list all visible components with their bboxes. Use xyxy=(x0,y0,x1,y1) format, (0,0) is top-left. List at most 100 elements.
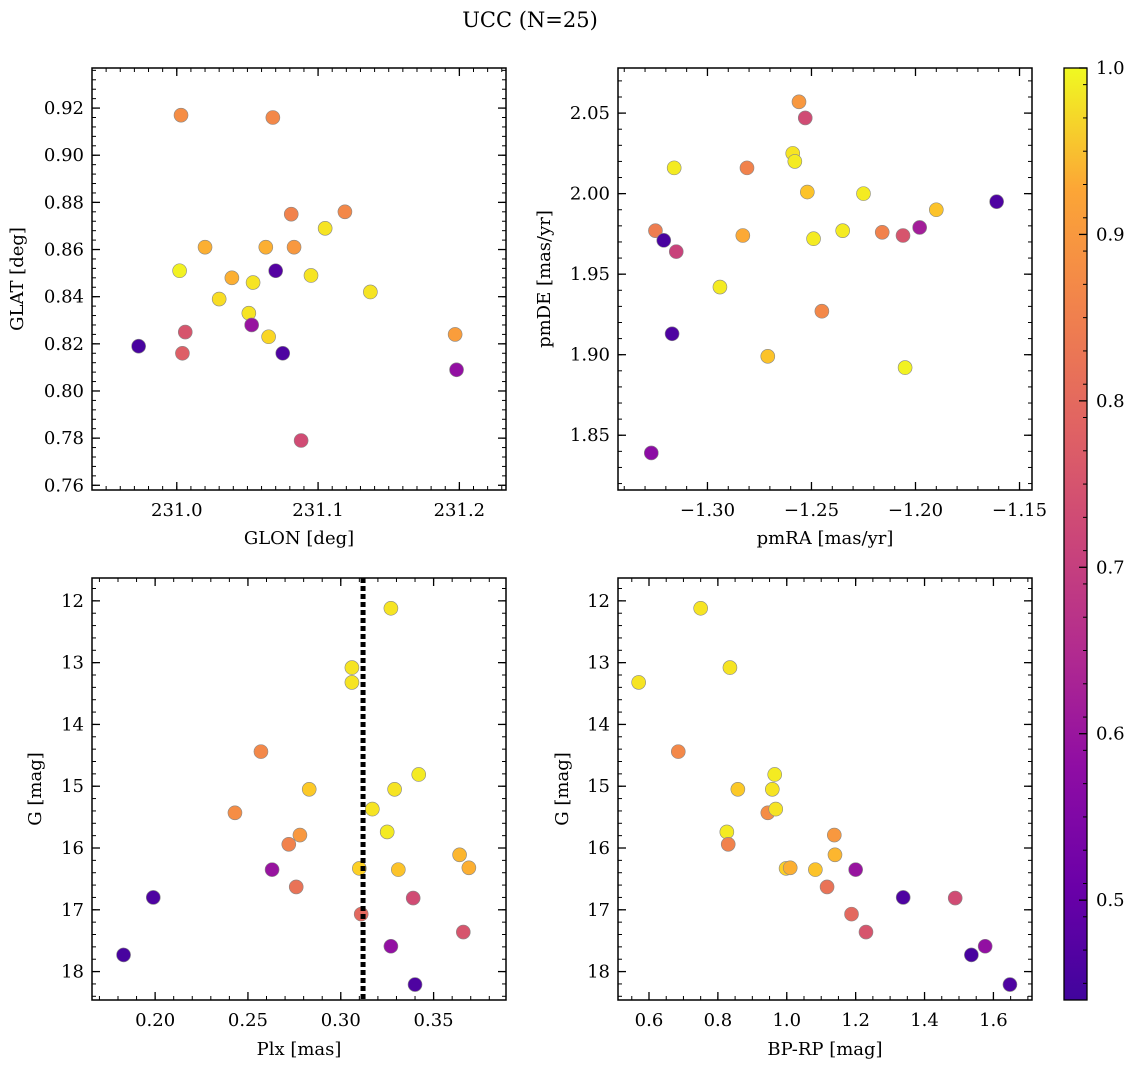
axes-frame-glon-glat xyxy=(91,67,507,491)
data-point xyxy=(344,660,360,675)
data-point xyxy=(800,184,815,200)
y-tick-label: 17 xyxy=(61,900,84,921)
y-tick-label: 18 xyxy=(61,962,84,983)
data-point xyxy=(261,329,276,345)
data-point xyxy=(643,445,659,461)
data-point xyxy=(197,239,213,255)
y-tick-label: 0.78 xyxy=(44,428,84,449)
data-point xyxy=(391,862,406,877)
data-point xyxy=(808,862,823,877)
y-tick-label: 0.92 xyxy=(44,98,84,119)
data-point xyxy=(895,890,911,905)
data-point xyxy=(806,231,821,247)
x-tick-label: 0.6 xyxy=(635,1010,664,1031)
colorbar: 0.5 0.6 0.7 0.8 0.9 1.0 xyxy=(1063,58,1125,1001)
colorbar-tick-label: 0.7 xyxy=(1096,557,1125,578)
x-axis-label-pmra: pmRA [mas/yr] xyxy=(757,528,894,549)
x-tick-label: 1.0 xyxy=(772,1010,801,1031)
data-point xyxy=(301,782,317,797)
data-point xyxy=(827,847,843,863)
data-point xyxy=(281,836,297,852)
data-point xyxy=(664,326,680,342)
data-point xyxy=(814,303,830,319)
data-point xyxy=(648,223,663,238)
data-point xyxy=(175,345,190,361)
panel-bprp-g: 0.6 0.8 1.0 1.2 1.4 1.6 12 13 14 15 16 17 18 BP-RP [… xyxy=(552,577,1033,1060)
ticks-bprp-g: 0.6 0.8 1.0 1.2 1.4 1.6 12 13 14 15 16 17 18 xyxy=(587,578,1032,1031)
y-tick-label: 0.76 xyxy=(44,475,84,496)
points-bprp-g xyxy=(631,600,1018,992)
data-point xyxy=(365,801,380,817)
x-tick-label: 0.8 xyxy=(704,1010,733,1031)
colorbar-ticks: 0.5 0.6 0.7 0.8 0.9 1.0 xyxy=(1079,58,1125,984)
data-point xyxy=(791,94,807,110)
y-axis-label-g-mag-left: G [mag] xyxy=(25,752,46,825)
data-point xyxy=(173,107,189,123)
y-tick-label: 0.80 xyxy=(44,381,84,402)
y-tick-label: 0.82 xyxy=(44,334,84,355)
data-point xyxy=(461,860,477,876)
data-point xyxy=(666,160,682,176)
data-point xyxy=(977,938,993,954)
points-plx-g xyxy=(116,600,477,992)
data-point xyxy=(670,744,686,759)
data-point xyxy=(244,317,259,333)
x-tick-label: −1.15 xyxy=(992,500,1047,521)
points-pmra-pmde xyxy=(643,94,1004,461)
data-point xyxy=(782,860,798,876)
colorbar-tick-label: 0.5 xyxy=(1096,890,1125,911)
data-point xyxy=(288,879,304,895)
data-point xyxy=(131,338,146,354)
panel-plx-g: 0.20 0.25 0.30 0.35 12 13 14 15 16 17 18 Plx [mas]… xyxy=(25,577,507,1060)
data-point xyxy=(929,202,944,218)
x-tick-label: 0.35 xyxy=(414,1010,454,1031)
panel-pmra-pmde: −1.30 −1.25 −1.20 −1.15 1.85 1.90 1.95 2.00 2.05… xyxy=(534,67,1047,549)
y-tick-label: 0.90 xyxy=(44,145,84,166)
y-tick-label: 17 xyxy=(587,900,610,921)
data-point xyxy=(405,890,421,906)
colorbar-tick-label: 0.9 xyxy=(1096,224,1125,245)
y-tick-label: 1.95 xyxy=(570,264,610,285)
colorbar-tick-label: 1.0 xyxy=(1096,58,1125,79)
data-point xyxy=(227,805,243,821)
data-point xyxy=(292,827,308,843)
data-point xyxy=(874,224,890,240)
x-tick-label: −1.25 xyxy=(784,500,839,521)
data-point xyxy=(286,239,302,255)
y-tick-label: 2.05 xyxy=(570,103,610,124)
data-point xyxy=(720,836,736,852)
data-point xyxy=(116,947,131,963)
x-tick-label: 1.2 xyxy=(841,1010,870,1031)
data-point xyxy=(844,906,859,922)
data-point xyxy=(826,827,842,843)
data-point xyxy=(303,268,319,283)
data-point xyxy=(449,362,464,378)
data-point xyxy=(265,110,281,125)
data-point xyxy=(145,890,161,905)
data-point xyxy=(258,239,274,255)
figure-title: UCC (N=25) xyxy=(462,8,598,32)
axes-frame-plx-g xyxy=(91,577,507,1001)
y-tick-label: 0.88 xyxy=(44,192,84,213)
x-tick-label: 0.30 xyxy=(321,1010,361,1031)
data-point xyxy=(268,263,283,279)
data-point xyxy=(765,782,780,797)
data-point xyxy=(407,977,423,992)
y-tick-label: 18 xyxy=(587,962,610,983)
x-axis-label-plx: Plx [mas] xyxy=(257,1039,342,1060)
y-tick-label: 0.86 xyxy=(44,240,84,261)
data-point xyxy=(768,801,784,817)
data-point xyxy=(293,433,309,448)
points-glon-glat xyxy=(131,107,464,448)
y-tick-label: 2.00 xyxy=(570,184,610,205)
y-tick-label: 12 xyxy=(61,591,84,612)
y-tick-label: 14 xyxy=(61,714,84,735)
data-point xyxy=(337,204,353,220)
y-tick-label: 13 xyxy=(61,653,84,674)
data-point xyxy=(245,275,261,290)
x-tick-label: 1.6 xyxy=(979,1010,1008,1031)
y-tick-label: 16 xyxy=(587,838,610,859)
y-tick-label: 12 xyxy=(587,591,610,612)
data-point xyxy=(447,327,463,342)
